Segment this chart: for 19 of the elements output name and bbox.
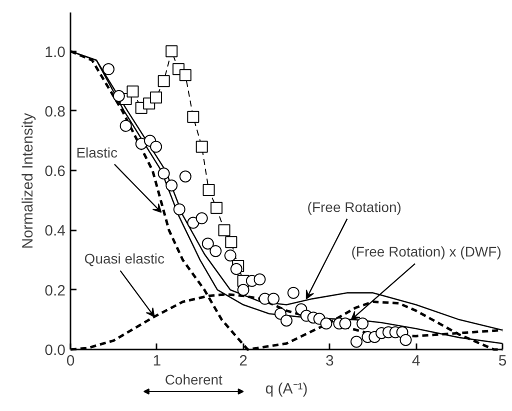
y-tick-label: 0.0 <box>44 342 66 359</box>
y-axis-title: Normalized Intensity <box>20 112 37 249</box>
x-tick-label: 3 <box>326 352 334 370</box>
text: Coherent <box>164 372 223 388</box>
x-tick-label: 5 <box>498 352 507 370</box>
y-tick-label: 0.8 <box>44 103 66 120</box>
annotation: Quasi elastic <box>84 250 164 267</box>
annotation: Elastic <box>76 144 118 160</box>
annotation: (Free Rotation) x (DWF) <box>351 244 502 260</box>
x-tick-label: 0 <box>66 352 75 370</box>
y-tick-label: 0.6 <box>44 163 66 180</box>
x-tick-label: 1 <box>152 352 162 370</box>
annotation: (Free Rotation) <box>307 198 402 215</box>
x-tick-label: 2 <box>239 352 248 370</box>
x-tick-label: 4 <box>412 352 420 370</box>
y-tick-label: 0.2 <box>44 282 66 300</box>
x-axis-title: q (A⁻¹) <box>265 380 308 398</box>
y-tick-label: 1.0 <box>44 44 66 61</box>
y-tick-label: 0.4 <box>44 222 66 240</box>
